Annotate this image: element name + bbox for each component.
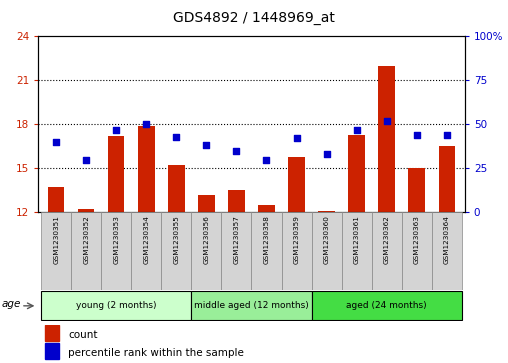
Bar xyxy=(108,136,124,212)
Point xyxy=(202,143,210,148)
Bar xyxy=(198,195,215,212)
Bar xyxy=(432,212,462,290)
Text: GDS4892 / 1448969_at: GDS4892 / 1448969_at xyxy=(173,11,335,25)
Bar xyxy=(348,135,365,212)
Bar xyxy=(221,212,251,290)
Text: GSM1230357: GSM1230357 xyxy=(234,215,239,264)
Point xyxy=(112,127,120,132)
Bar xyxy=(162,212,192,290)
Text: young (2 months): young (2 months) xyxy=(76,301,156,310)
Point xyxy=(142,121,150,127)
Text: GSM1230356: GSM1230356 xyxy=(203,215,209,264)
Point xyxy=(353,127,361,132)
Point xyxy=(293,135,301,141)
Bar xyxy=(228,190,245,212)
Text: GSM1230362: GSM1230362 xyxy=(384,215,390,264)
Point xyxy=(52,139,60,145)
Text: GSM1230361: GSM1230361 xyxy=(354,215,360,264)
Bar xyxy=(341,212,372,290)
Text: GSM1230351: GSM1230351 xyxy=(53,215,59,264)
Bar xyxy=(41,212,71,290)
Text: GSM1230354: GSM1230354 xyxy=(143,215,149,264)
Text: GSM1230358: GSM1230358 xyxy=(264,215,269,264)
Bar xyxy=(311,291,462,320)
Bar xyxy=(378,66,395,212)
Text: age: age xyxy=(2,299,21,309)
Text: middle aged (12 months): middle aged (12 months) xyxy=(194,301,309,310)
Bar xyxy=(288,156,305,212)
Point xyxy=(412,132,421,138)
Bar xyxy=(45,325,59,341)
Bar xyxy=(438,146,455,212)
Bar xyxy=(45,343,59,359)
Bar xyxy=(372,212,402,290)
Bar xyxy=(101,212,131,290)
Bar xyxy=(168,166,184,212)
Bar xyxy=(258,205,275,212)
Bar xyxy=(311,212,341,290)
Bar xyxy=(192,291,311,320)
Text: GSM1230353: GSM1230353 xyxy=(113,215,119,264)
Point xyxy=(383,118,391,124)
Bar xyxy=(41,291,192,320)
Bar xyxy=(138,126,154,212)
Text: count: count xyxy=(68,330,98,340)
Bar xyxy=(402,212,432,290)
Point xyxy=(443,132,451,138)
Bar xyxy=(251,212,281,290)
Text: GSM1230352: GSM1230352 xyxy=(83,215,89,264)
Bar xyxy=(71,212,101,290)
Text: GSM1230360: GSM1230360 xyxy=(324,215,330,264)
Text: GSM1230363: GSM1230363 xyxy=(414,215,420,264)
Bar xyxy=(78,209,94,212)
Text: GSM1230359: GSM1230359 xyxy=(294,215,300,264)
Point xyxy=(172,134,180,139)
Bar xyxy=(408,168,425,212)
Text: aged (24 months): aged (24 months) xyxy=(346,301,427,310)
Bar xyxy=(319,211,335,212)
Point xyxy=(232,148,240,154)
Bar xyxy=(281,212,311,290)
Text: percentile rank within the sample: percentile rank within the sample xyxy=(68,348,244,358)
Point xyxy=(323,151,331,157)
Text: GSM1230355: GSM1230355 xyxy=(173,215,179,264)
Point xyxy=(82,157,90,163)
Bar xyxy=(131,212,162,290)
Point xyxy=(263,157,271,163)
Bar xyxy=(192,212,221,290)
Bar xyxy=(48,187,65,212)
Text: GSM1230364: GSM1230364 xyxy=(444,215,450,264)
